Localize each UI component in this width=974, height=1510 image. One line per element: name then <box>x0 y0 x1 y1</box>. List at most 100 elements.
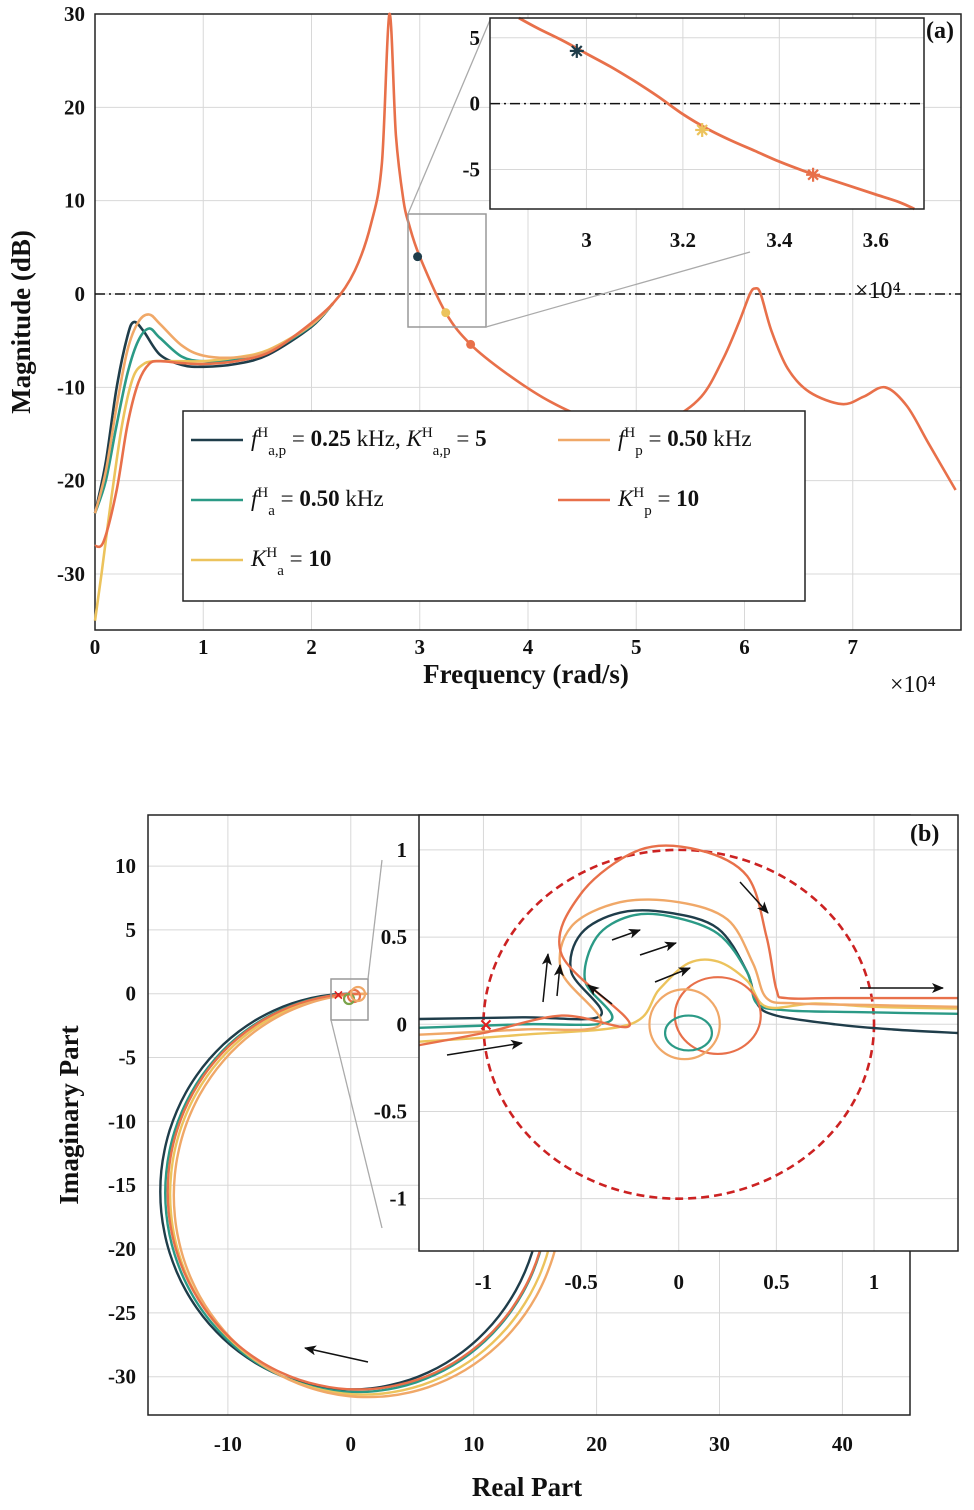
panel-b-mini-loops <box>342 985 367 1006</box>
panel-a-inset-ytick-label: 5 <box>470 26 481 50</box>
panel-a-ytick-label: -10 <box>57 375 85 399</box>
panel-a-ytick-label: 0 <box>75 282 86 306</box>
panel-a-inset-xtick-label: 3.2 <box>670 228 696 252</box>
panel-b-critical-point-marker: × <box>333 988 345 1004</box>
legend-text-sup: H <box>257 425 268 441</box>
panel-b-nyquist-loop-4 <box>166 992 550 1391</box>
panel-a-series-line-3 <box>93 302 335 514</box>
panel-b-inset-inner-loop-1 <box>663 1014 714 1052</box>
panel-a-inset-marker-2 <box>806 167 821 182</box>
panel-a-inset-xtick-label: 3.6 <box>863 228 889 252</box>
panel-a-ytick-label: 10 <box>64 189 85 213</box>
panel-b-inset-series-3 <box>418 898 959 1036</box>
panel-a-xtick-label: 3 <box>415 635 426 659</box>
panel-a-legend-item-4: KHa = 10 <box>191 545 331 579</box>
panel-b-inset-series-1 <box>418 912 959 1029</box>
panel-b-xtick-label: 30 <box>709 1432 730 1456</box>
panel-a-legend-label: fHp = 0.50 kHz <box>618 425 752 459</box>
legend-text-value: 10 <box>308 546 331 571</box>
legend-text-value: 0.50 <box>667 426 707 451</box>
panel-a-inset: 5 0 -5 3 3.2 3.4 3.6 ×10⁴ <box>463 16 925 304</box>
legend-text-value: 0.25 <box>311 426 351 451</box>
legend-text-math_sub: a,p <box>268 443 286 459</box>
panel-a-inset-marker-1 <box>695 122 710 137</box>
panel-b-inset-ytick-label: 0 <box>397 1012 408 1036</box>
panel-b-zoom-connector-bottom <box>330 1019 383 1229</box>
panel-b-inset-xtick-label: 0 <box>673 1270 684 1294</box>
panel-b-inset-direction-arrow-2 <box>739 881 769 914</box>
legend-text-math_sym: K <box>617 486 635 511</box>
panel-b-inset-ytick-label: 1 <box>397 838 408 862</box>
panel-b-inset-direction-arrow-8 <box>587 984 613 1005</box>
legend-text-unit: kHz, <box>351 426 407 451</box>
panel-b-inset: 1 0.5 0 -0.5 -1 -1 -0.5 0 0.5 1 × <box>374 814 959 1294</box>
legend-text-math_sub: p <box>635 443 643 459</box>
panel-a-ytick-label: 20 <box>64 95 85 119</box>
panel-a-inset-ytick-label: 0 <box>470 92 481 116</box>
panel-a-legend: fHa,p = 0.25 kHz, KHa,p = 5 fHp = 0.50 kH… <box>182 410 806 602</box>
panel-b-zoom-connector-top <box>367 859 383 980</box>
panel-a-legend-item-1: fHp = 0.50 kHz <box>558 425 752 459</box>
panel-a-yticks: 30 20 10 0 -10 -20 -30 <box>57 2 85 586</box>
panel-b-xtick-label: 20 <box>586 1432 607 1456</box>
legend-text-math_sub: a <box>277 563 284 579</box>
panel-a-marker-1 <box>441 308 451 318</box>
panel-b-inset-direction-arrow-6 <box>541 953 552 1003</box>
panel-b-inset-series-4 <box>418 844 958 1047</box>
panel-a-marker-0 <box>413 252 423 262</box>
panel-b-inset-series-0 <box>418 909 959 1035</box>
panel-a-zoom-connector-top <box>407 19 491 215</box>
legend-text-math_sub2: a,p <box>433 443 451 459</box>
legend-text-unit: kHz <box>707 426 751 451</box>
panel-b-ytick-label: -25 <box>108 1301 136 1325</box>
legend-text-sup: H <box>633 485 644 501</box>
legend-text-math_sym: f <box>251 486 261 511</box>
panel-b-inset-xtick-label: -1 <box>475 1270 493 1294</box>
panel-a-xtick-label: 5 <box>631 635 642 659</box>
panel-a-inset-xtick-label: 3 <box>581 228 592 252</box>
panel-b-unit-circle <box>482 848 876 1200</box>
panel-a-x-axis-label: Frequency (rad/s) <box>423 659 629 689</box>
panel-a-xtick-label: 7 <box>848 635 859 659</box>
panel-b-xtick-label: -10 <box>214 1432 242 1456</box>
legend-text-math_sym: f <box>251 426 261 451</box>
panel-b-yticks: 10 5 0 -5 -10 -15 -20 -25 -30 <box>108 854 136 1389</box>
legend-text-math_sub: p <box>644 503 652 519</box>
panel-b-inset-inner-loop-0 <box>673 976 762 1056</box>
panel-b-inset-direction-arrow-5 <box>654 967 691 983</box>
panel-b-ytick-label: -5 <box>119 1046 137 1070</box>
legend-text-op: = <box>284 546 308 571</box>
panel-b-ytick-label: 10 <box>115 854 136 878</box>
panel-a-xticks: 0 1 2 3 4 5 6 7 <box>90 635 858 659</box>
panel-a-axes-box <box>94 13 962 631</box>
legend-text-op: = <box>652 486 676 511</box>
panel-b-inset-direction-arrow-0 <box>446 1039 523 1056</box>
panel-a-zoom-box <box>407 213 487 328</box>
panel-a-legend-label: KHp = 10 <box>617 485 699 519</box>
panel-a-zoom-connector-bottom <box>485 251 751 328</box>
legend-text-math_sym: f <box>618 426 628 451</box>
panel-a-inset-marker-0 <box>569 43 584 58</box>
panel-b-inset-critical-point: × <box>478 1014 493 1035</box>
legend-text-math_sym: K <box>250 546 268 571</box>
panel-a-xtick-label: 0 <box>90 635 101 659</box>
panel-a-inset-background <box>490 18 924 209</box>
panel-a-inset-ytick-label: -5 <box>463 157 481 181</box>
panel-a-markers <box>413 252 476 349</box>
panel-a-series-line-4 <box>94 12 957 549</box>
panel-a-inset-x-multiplier: ×10⁴ <box>855 278 901 304</box>
panel-b-nyquist-loop-3 <box>172 992 564 1399</box>
panel-b-inset-ytick-label: -1 <box>390 1187 408 1211</box>
panel-b-ytick-label: -15 <box>108 1173 136 1197</box>
panel-a-ytick-label: -30 <box>57 562 85 586</box>
legend-text-value2: 5 <box>475 426 487 451</box>
panel-b-inset-direction-arrow-4 <box>639 941 677 956</box>
panel-b-xtick-label: 40 <box>832 1432 853 1456</box>
panel-b-inset-direction-arrow-3 <box>611 928 641 941</box>
panel-b-ytick-label: -20 <box>108 1237 136 1261</box>
panel-a-xtick-label: 6 <box>739 635 750 659</box>
legend-text-sup2: H <box>422 425 433 441</box>
panel-b-zoom-box <box>330 978 369 1021</box>
panel-a-inset-xtick-label: 3.4 <box>766 228 793 252</box>
